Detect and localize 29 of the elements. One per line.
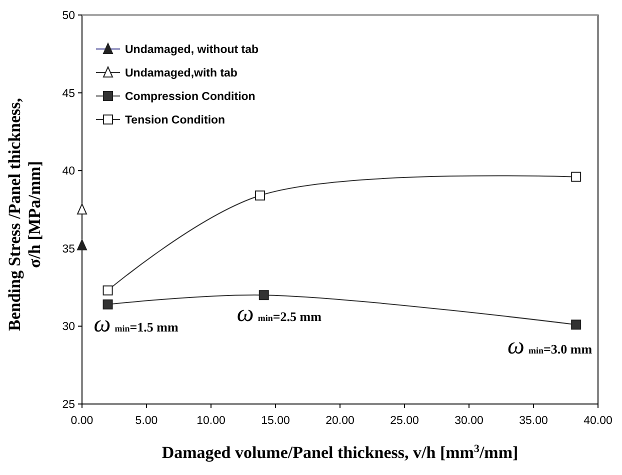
y-tick-label: 50 bbox=[62, 10, 75, 22]
y-tick-label: 40 bbox=[62, 166, 75, 178]
x-tick-label: 40.00 bbox=[584, 415, 612, 427]
y-tick-label: 45 bbox=[62, 88, 75, 100]
point bbox=[102, 299, 113, 310]
x-tick-label: 0.00 bbox=[70, 415, 94, 427]
x-tick-label: 10.00 bbox=[196, 415, 226, 427]
x-tick-label: 5.00 bbox=[135, 415, 158, 427]
x-tick-label: 15.00 bbox=[261, 415, 290, 427]
legend-label: Undamaged,with tab bbox=[125, 68, 238, 80]
point bbox=[77, 239, 87, 250]
y-axis-title: Bending Stress /Panel thickness, σ/h [MPa/mm] bbox=[5, 98, 44, 332]
x-axis-title: Damaged volume/Panel thickness, v/h [mm$^{3}$/mm] bbox=[162, 443, 518, 462]
point bbox=[77, 204, 87, 214]
x-tick-label: 30.00 bbox=[454, 415, 484, 427]
point bbox=[102, 285, 113, 296]
legend-label: Tension Condition bbox=[125, 114, 226, 127]
legend-label: Undamaged, without tab bbox=[125, 44, 259, 56]
x-tick-label: 25.00 bbox=[390, 415, 419, 427]
point bbox=[571, 320, 582, 330]
point bbox=[258, 290, 269, 300]
y-tick-label: 30 bbox=[62, 321, 75, 334]
y-tick-label: 35 bbox=[62, 243, 75, 256]
point bbox=[255, 190, 266, 200]
y-tick-label: 25 bbox=[62, 399, 75, 412]
point bbox=[571, 172, 582, 182]
x-tick-label: 35.00 bbox=[519, 415, 548, 427]
legend-label: Compression Condition bbox=[125, 91, 256, 104]
x-tick-label: 20.00 bbox=[326, 415, 354, 427]
